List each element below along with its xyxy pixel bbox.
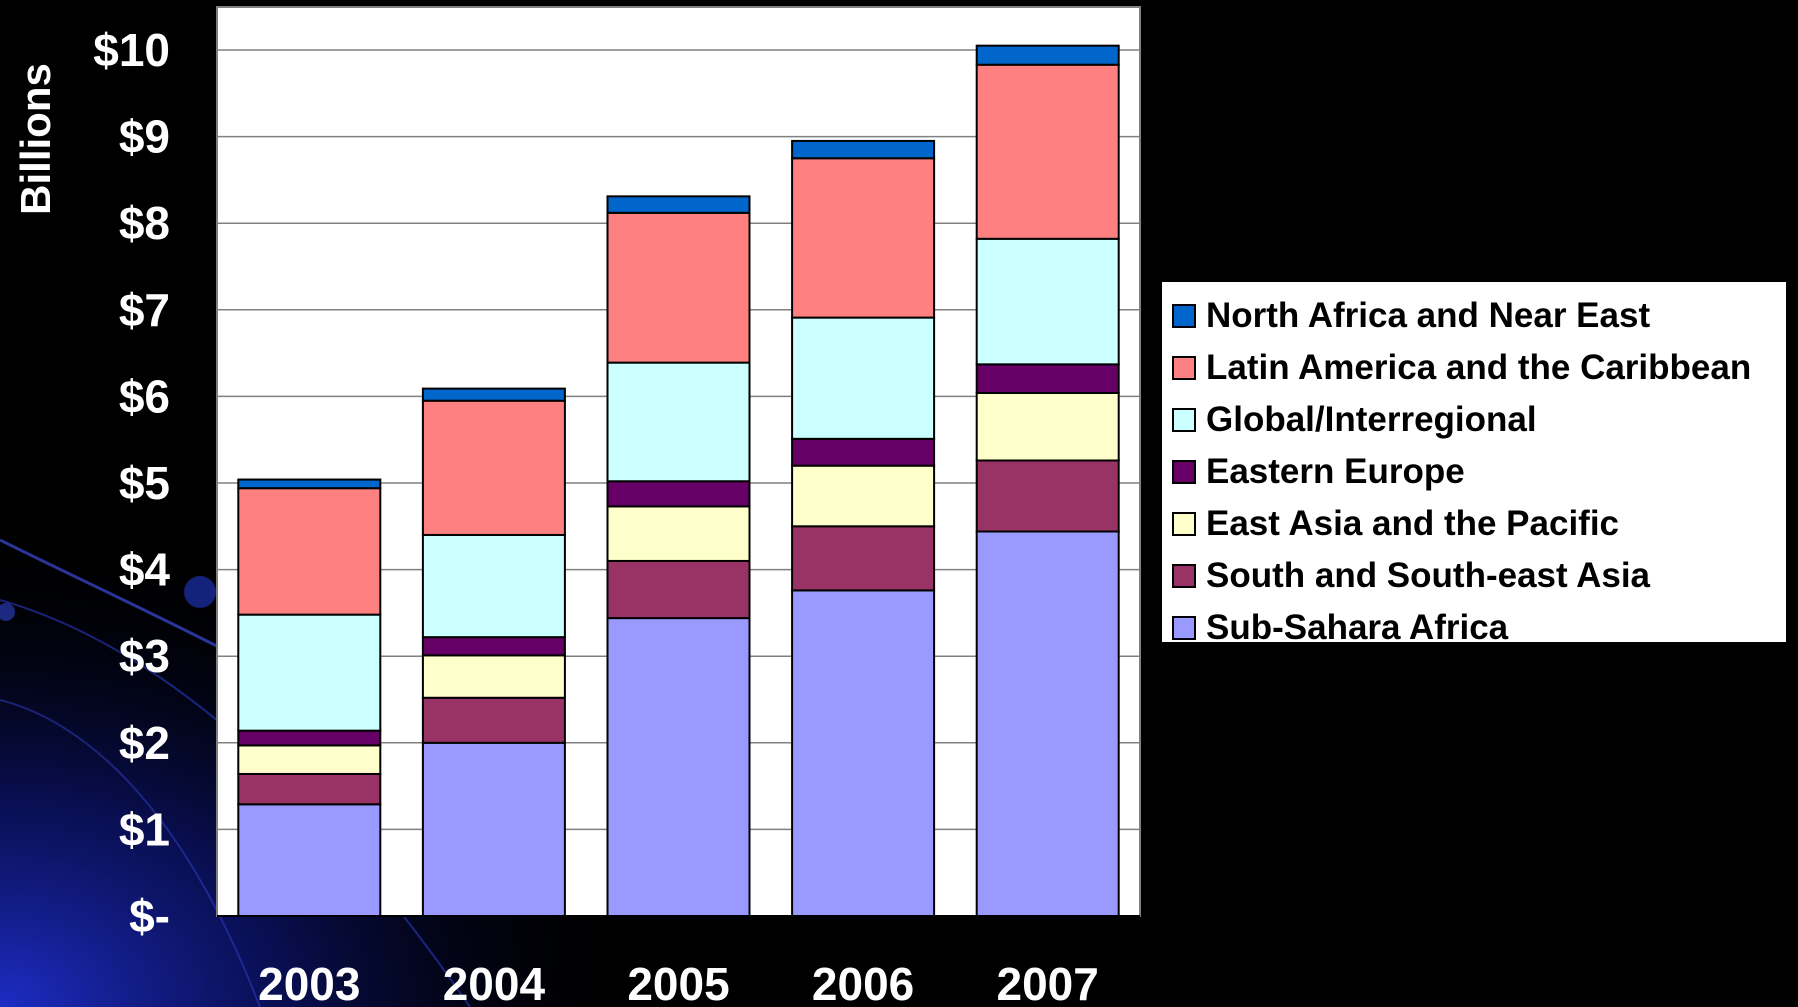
legend-label: North Africa and Near East xyxy=(1206,296,1651,335)
y-tick-label: $8 xyxy=(119,197,170,249)
legend-item: East Asia and the Pacific xyxy=(1172,498,1786,550)
legend-swatch xyxy=(1172,408,1196,432)
bar-stacks xyxy=(237,44,1120,918)
y-tick-label: $3 xyxy=(119,630,170,682)
y-tick-label: $9 xyxy=(119,111,170,163)
legend-swatch xyxy=(1172,616,1196,640)
legend-swatch xyxy=(1172,564,1196,588)
bar-segment xyxy=(791,157,936,319)
legend-swatch xyxy=(1172,460,1196,484)
y-tick-label: $10 xyxy=(93,24,170,76)
legend-item: Eastern Europe xyxy=(1172,446,1786,498)
bar-segment xyxy=(606,617,751,917)
legend-item: Global/Interregional xyxy=(1172,394,1786,446)
legend-item: Latin America and the Caribbean xyxy=(1172,342,1786,394)
bar-segment xyxy=(421,387,566,402)
x-tick-label: 2007 xyxy=(997,958,1099,1007)
bar-segment xyxy=(237,487,382,616)
bar-segment xyxy=(791,437,936,467)
bar-segment xyxy=(606,505,751,562)
bar-segment xyxy=(237,772,382,806)
bar-segment xyxy=(237,478,382,490)
legend-swatch xyxy=(1172,512,1196,536)
y-tick-label: $5 xyxy=(119,457,170,509)
bar-segment xyxy=(975,63,1120,240)
bar-segment xyxy=(791,139,936,160)
bar-segment xyxy=(237,744,382,775)
bar-segment xyxy=(237,729,382,747)
legend-item: Sub-Sahara Africa xyxy=(1172,602,1786,654)
bar-segment xyxy=(606,211,751,364)
bar-segment xyxy=(606,559,751,620)
bar-segment xyxy=(975,530,1120,917)
y-tick-label: $4 xyxy=(119,544,171,596)
x-tick-label: 2006 xyxy=(812,958,914,1007)
bar-segment xyxy=(975,44,1120,66)
y-tick-label: $2 xyxy=(119,717,170,769)
legend-item: North Africa and Near East xyxy=(1172,290,1786,342)
legend-swatch xyxy=(1172,304,1196,328)
x-tick-labels: 2003 2004 2005 2006 2007 xyxy=(258,958,1099,1007)
bar-segment xyxy=(606,480,751,508)
bar-segment xyxy=(975,237,1120,366)
x-tick-label: 2003 xyxy=(258,958,360,1007)
bar-segment xyxy=(421,533,566,639)
y-tick-labels: $- $1 $2 $3 $4 $5 $6 $7 $8 $9 $10 xyxy=(93,24,170,942)
y-axis-title: Billions xyxy=(12,63,59,215)
bar-segment xyxy=(975,363,1120,394)
bar-segment xyxy=(975,391,1120,462)
x-tick-label: 2004 xyxy=(443,958,546,1007)
bar-segment xyxy=(421,636,566,657)
legend-item: South and South-east Asia xyxy=(1172,550,1786,602)
bar-segment xyxy=(791,464,936,528)
legend-label: East Asia and the Pacific xyxy=(1206,504,1620,543)
bar-segment xyxy=(791,525,936,592)
legend-label: Eastern Europe xyxy=(1206,452,1465,491)
bar-segment xyxy=(421,696,566,744)
y-tick-label: $1 xyxy=(119,803,170,855)
x-tick-label: 2005 xyxy=(627,958,729,1007)
bar-segment xyxy=(791,316,936,440)
bar-segment xyxy=(237,803,382,918)
legend-label: Global/Interregional xyxy=(1206,400,1537,439)
bar-segment xyxy=(421,399,566,536)
bar-segment xyxy=(421,654,566,699)
legend-swatch xyxy=(1172,356,1196,380)
bar-segment xyxy=(606,195,751,214)
legend-label: Sub-Sahara Africa xyxy=(1206,608,1509,647)
bar-segment xyxy=(606,361,751,483)
bar-segment xyxy=(791,589,936,917)
y-tick-label: $7 xyxy=(119,284,170,336)
bar-segment xyxy=(237,613,382,732)
legend: North Africa and Near East Latin America … xyxy=(1161,281,1787,647)
y-tick-label: $- xyxy=(129,890,170,942)
y-tick-label: $6 xyxy=(119,370,170,422)
bar-segment xyxy=(975,459,1120,533)
bar-segment xyxy=(421,741,566,917)
legend-label: Latin America and the Caribbean xyxy=(1206,348,1752,387)
legend-label: South and South-east Asia xyxy=(1206,556,1651,595)
